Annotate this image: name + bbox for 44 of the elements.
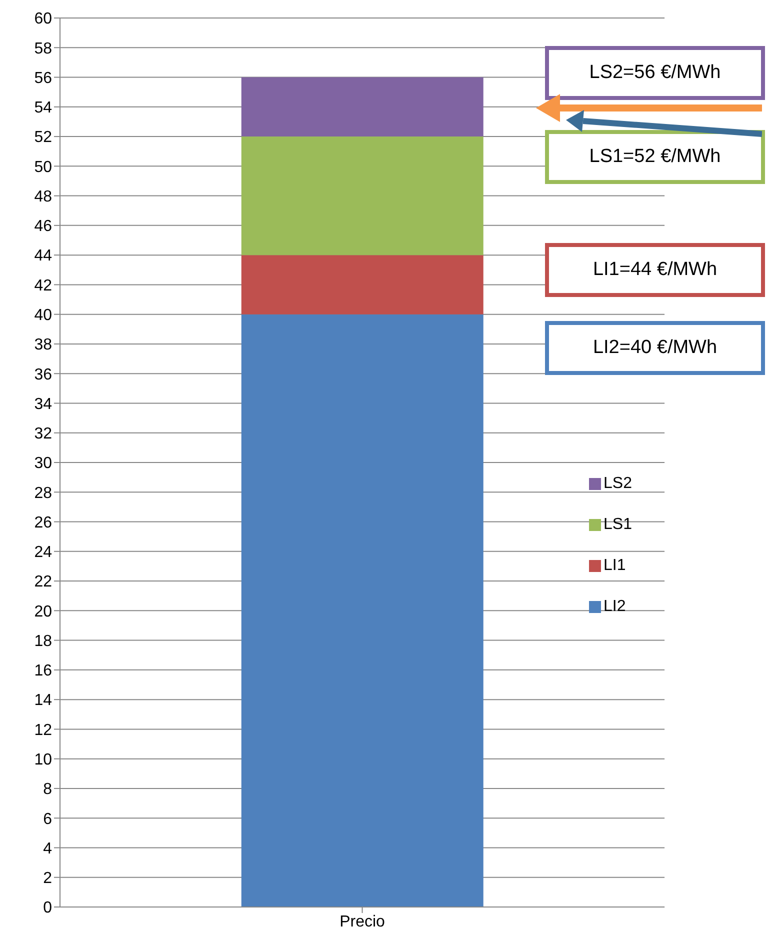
y-tick-label: 10 — [34, 752, 52, 769]
legend-label: LI2 — [604, 598, 626, 616]
y-tick-label: 8 — [43, 781, 52, 798]
y-tick-label: 2 — [43, 870, 52, 888]
text-box: LS1=52 €/MWh — [545, 130, 765, 184]
y-tick-label: 50 — [34, 158, 52, 176]
y-tick-label: 58 — [34, 40, 52, 58]
y-tick-label: 32 — [34, 426, 52, 443]
y-tick-label: 14 — [34, 692, 52, 710]
y-tick-label: 4 — [43, 840, 52, 858]
bar — [241, 136, 484, 256]
y-tick-label: 12 — [34, 722, 52, 739]
bar — [241, 255, 484, 314]
y-tick-label: 24 — [34, 544, 52, 562]
text-box: LI1=44 €/MWh — [545, 243, 765, 297]
text-box: LS2=56 €/MWh — [545, 46, 765, 100]
y-tick-label: 18 — [34, 632, 52, 650]
y-tick-label: 30 — [34, 455, 52, 472]
y-tick-label: 42 — [34, 277, 52, 294]
y-tick-label: 60 — [34, 10, 52, 28]
y-tick-label: 38 — [34, 336, 52, 354]
y-tick-label: 56 — [34, 70, 52, 87]
y-tick-label: 22 — [34, 574, 52, 591]
y-tick-label: 6 — [43, 810, 52, 828]
bar — [241, 314, 484, 907]
y-tick-label: 52 — [34, 129, 52, 146]
y-tick-label: 26 — [34, 514, 52, 532]
y-tick-label: 20 — [34, 603, 52, 620]
y-tick-label: 36 — [34, 366, 52, 384]
y-tick-label: 46 — [34, 218, 52, 236]
y-tick-label: 16 — [34, 662, 52, 680]
legend-label: LI1 — [604, 556, 626, 574]
y-tick-label: 0 — [43, 900, 52, 917]
text-box: LI2=40 €/MWh — [545, 321, 765, 375]
y-tick-label: 48 — [34, 188, 52, 206]
y-tick-label: 54 — [34, 100, 52, 117]
x-tick-label: Precio — [340, 913, 386, 930]
legend-label: LS1 — [604, 516, 632, 534]
y-tick-label: 34 — [34, 396, 52, 413]
bar — [241, 77, 484, 137]
y-tick-label: 40 — [34, 307, 52, 324]
legend-label: LS2 — [604, 474, 632, 492]
y-tick-label: 28 — [34, 484, 52, 502]
y-tick-label: 44 — [34, 248, 52, 265]
